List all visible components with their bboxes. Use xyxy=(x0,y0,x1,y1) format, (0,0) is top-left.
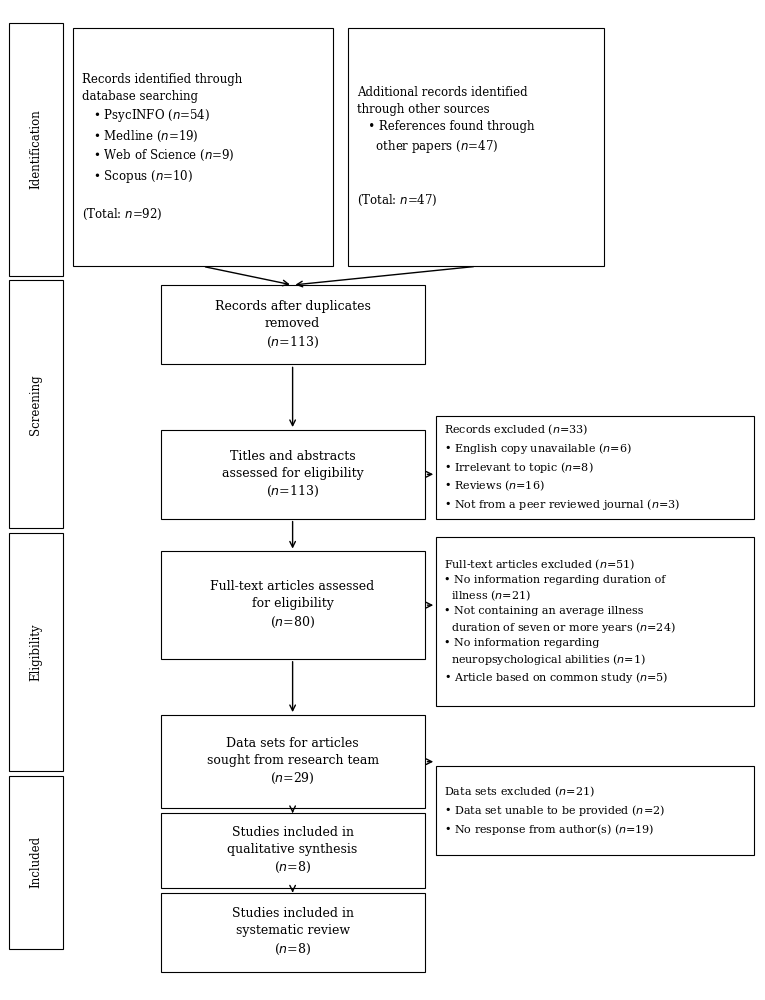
Text: Records identified through
database searching
   • PsycINFO ($n$=54)
   • Medlin: Records identified through database sear… xyxy=(82,73,242,222)
Text: Full-text articles excluded ($n$=51)
• No information regarding duration of
  il: Full-text articles excluded ($n$=51) • N… xyxy=(444,558,675,685)
Text: Titles and abstracts
assessed for eligibility
($n$=113): Titles and abstracts assessed for eligib… xyxy=(222,450,363,499)
Bar xyxy=(161,893,425,972)
Bar xyxy=(436,537,754,706)
Text: Data sets excluded ($n$=21)
• Data set unable to be provided ($n$=2)
• No respon: Data sets excluded ($n$=21) • Data set u… xyxy=(444,785,665,837)
Bar xyxy=(161,551,425,659)
Text: Studies included in
systematic review
($n$=8): Studies included in systematic review ($… xyxy=(232,907,353,957)
Bar xyxy=(436,416,754,519)
Bar xyxy=(161,285,425,364)
Text: Additional records identified
through other sources
   • References found throug: Additional records identified through ot… xyxy=(357,86,535,208)
Text: Eligibility: Eligibility xyxy=(30,623,42,681)
Bar xyxy=(9,776,63,949)
Text: Included: Included xyxy=(30,836,42,888)
Text: Identification: Identification xyxy=(30,110,42,189)
Text: Data sets for articles
sought from research team
($n$=29): Data sets for articles sought from resea… xyxy=(207,737,379,786)
Bar xyxy=(348,28,604,266)
Text: Records excluded ($n$=33)
• English copy unavailable ($n$=6)
• Irrelevant to top: Records excluded ($n$=33) • English copy… xyxy=(444,423,680,512)
Bar xyxy=(161,430,425,519)
Bar xyxy=(161,715,425,808)
Text: Full-text articles assessed
for eligibility
($n$=80): Full-text articles assessed for eligibil… xyxy=(210,580,375,630)
Text: Records after duplicates
removed
($n$=113): Records after duplicates removed ($n$=11… xyxy=(215,300,370,350)
Bar xyxy=(161,813,425,888)
Bar xyxy=(9,280,63,528)
Bar xyxy=(73,28,333,266)
Bar xyxy=(9,533,63,771)
Bar xyxy=(9,23,63,276)
Text: Studies included in
qualitative synthesis
($n$=8): Studies included in qualitative synthesi… xyxy=(227,826,358,875)
Text: Screening: Screening xyxy=(30,374,42,435)
Bar xyxy=(436,766,754,855)
